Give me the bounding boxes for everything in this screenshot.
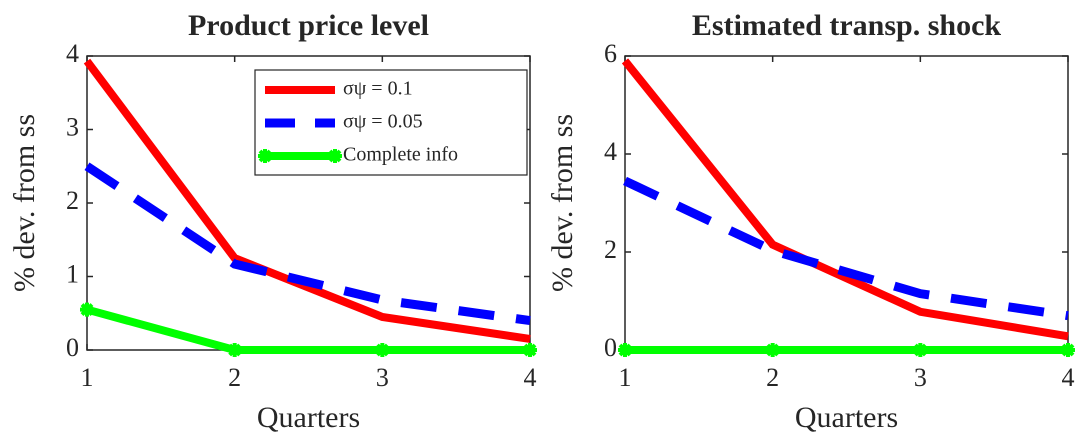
- x-tick-label: 4: [524, 363, 537, 392]
- legend-label: σψ = 0.1: [343, 78, 413, 100]
- y-tick-label: 6: [604, 39, 617, 68]
- series-marker: [1061, 343, 1075, 357]
- x-tick-label: 3: [914, 363, 927, 392]
- series-marker: [227, 343, 242, 357]
- legend-label: σψ = 0.05: [343, 111, 423, 133]
- x-axis-label: Quarters: [795, 401, 898, 434]
- series-marker: [523, 343, 537, 357]
- chart-title: Estimated transp. shock: [692, 9, 1002, 42]
- y-tick-label: 0: [66, 333, 79, 362]
- legend-marker: [258, 149, 272, 163]
- y-tick-label: 0: [604, 333, 617, 362]
- x-axis-label: Quarters: [257, 401, 360, 434]
- x-tick-label: 1: [619, 363, 632, 392]
- legend-label: Complete info: [343, 144, 458, 166]
- y-axis-label: % dev. from ss: [546, 114, 579, 292]
- series-marker: [375, 343, 390, 357]
- chart-title: Product price level: [188, 9, 429, 42]
- y-axis-label: % dev. from ss: [8, 114, 41, 292]
- y-tick-label: 3: [66, 112, 79, 141]
- series-line: [85, 305, 530, 354]
- legend-marker: [328, 149, 342, 163]
- series-line: [84, 162, 531, 326]
- x-tick-label: 2: [766, 363, 779, 392]
- y-tick-label: 2: [604, 235, 617, 264]
- x-tick-label: 4: [1062, 363, 1075, 392]
- y-tick-label: 4: [604, 137, 617, 166]
- series-marker: [80, 302, 94, 317]
- series-line: [621, 58, 1069, 341]
- series-line: [623, 176, 1069, 321]
- x-tick-label: 3: [376, 363, 389, 392]
- y-tick-label: 1: [66, 259, 79, 288]
- x-tick-label: 1: [81, 363, 94, 392]
- plot-frame: [624, 55, 1069, 351]
- series-marker: [913, 343, 928, 357]
- series-line: [83, 58, 531, 343]
- y-tick-label: 4: [66, 39, 79, 68]
- y-tick-label: 2: [66, 186, 79, 215]
- series-marker: [765, 343, 780, 357]
- x-tick-label: 2: [228, 363, 241, 392]
- series-marker: [618, 343, 632, 357]
